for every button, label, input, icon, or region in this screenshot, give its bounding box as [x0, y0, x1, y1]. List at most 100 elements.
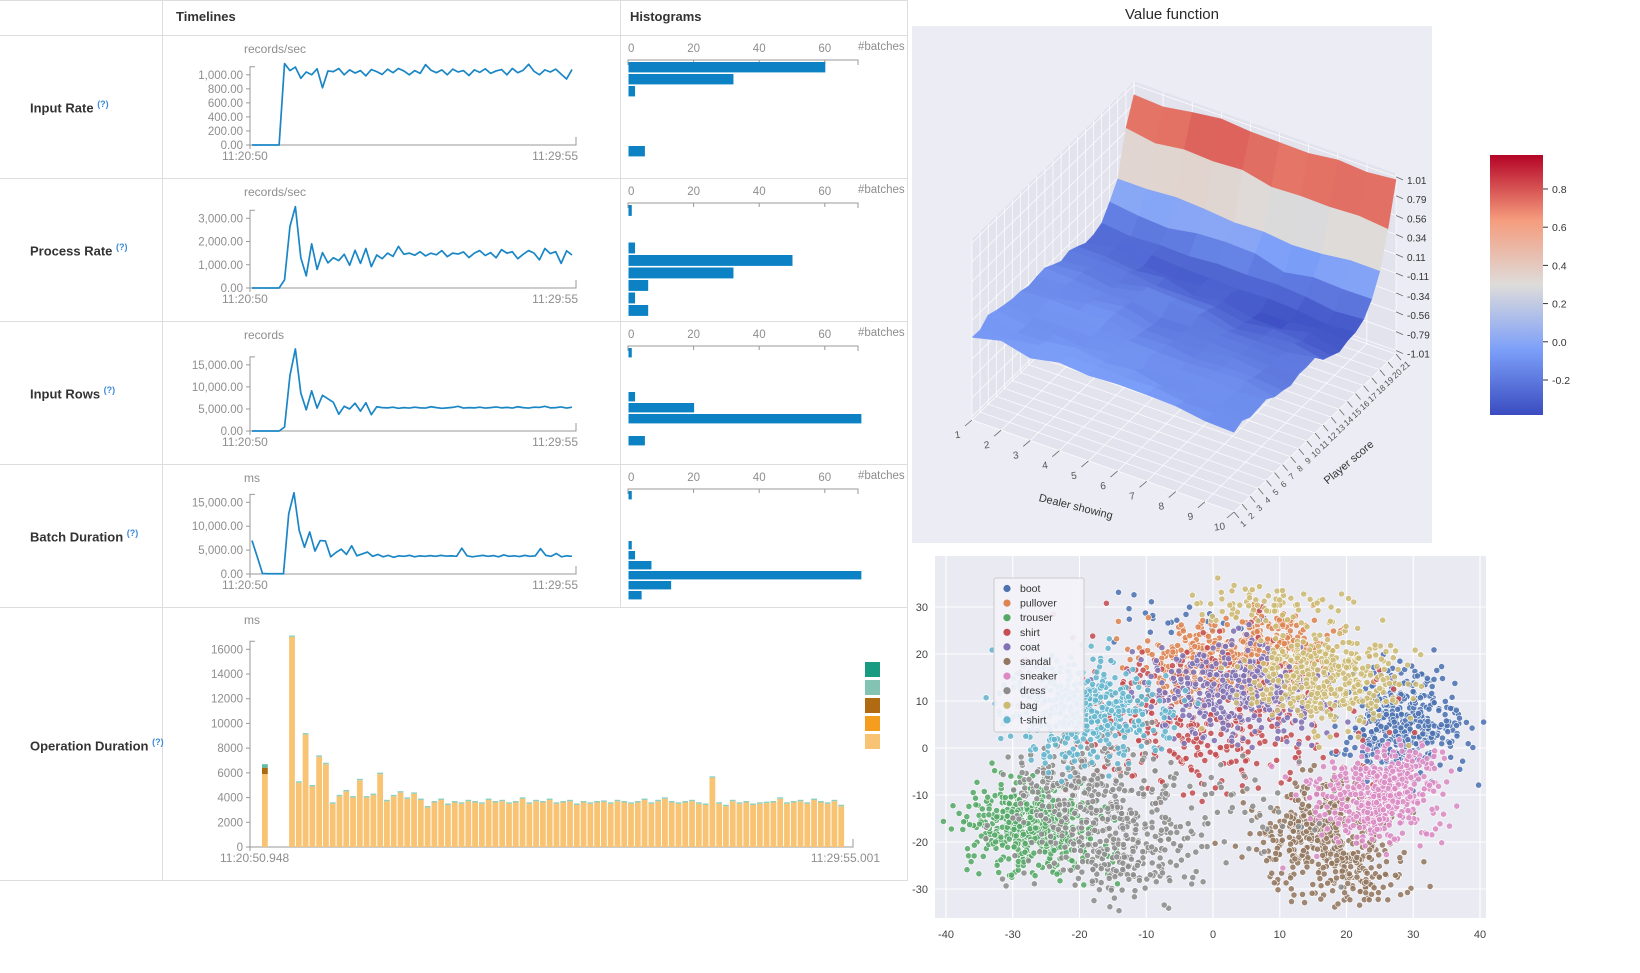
histograms-header: Histograms [630, 9, 702, 24]
surface-mesh [971, 94, 1397, 433]
svg-text:9: 9 [1303, 455, 1313, 466]
batches-label: #batches [858, 41, 905, 53]
svg-text:5: 5 [1270, 487, 1280, 498]
input-rows-timeline-chart: 0.00 5,000.00 10,000.00 15,000.00 [192, 348, 577, 438]
svg-text:20: 20 [916, 649, 928, 661]
tsne-scatter-plot: -40 -30 -20 -10 0 10 20 30 40 30 20 10 0 -10 -20 -30 boo… [912, 556, 1487, 941]
unit-label: ms [244, 471, 260, 485]
svg-text:6: 6 [1279, 479, 1289, 490]
help-icon-operation-duration[interactable]: (?) [152, 737, 164, 747]
svg-text:15,000.00: 15,000.00 [192, 360, 243, 372]
svg-text:7: 7 [1129, 491, 1136, 503]
svg-text:3: 3 [1254, 502, 1264, 513]
table-border [907, 0, 908, 881]
svg-text:0.8: 0.8 [1552, 184, 1567, 196]
svg-text:20: 20 [687, 329, 700, 341]
svg-text:0.0: 0.0 [1552, 337, 1567, 349]
svg-text:40: 40 [753, 472, 766, 484]
svg-text:10: 10 [916, 696, 928, 708]
svg-text:-10: -10 [912, 790, 928, 802]
operation-duration-legend [865, 662, 880, 749]
svg-text:-0.2: -0.2 [1552, 375, 1570, 387]
process-rate-timeline-chart: 0.00 1,000.00 2,000.00 3,000.00 [198, 205, 577, 295]
batches-label: #batches [858, 184, 905, 196]
help-icon-input-rate[interactable]: (?) [97, 99, 109, 109]
svg-text:1,000.00: 1,000.00 [198, 260, 243, 272]
batch-duration-histogram-chart: 0 20 40 60 [627, 472, 862, 600]
unit-label: records/sec [244, 42, 307, 56]
svg-text:5,000.00: 5,000.00 [198, 404, 243, 416]
svg-text:0: 0 [628, 472, 634, 484]
svg-text:30: 30 [1407, 929, 1419, 941]
svg-text:0.00: 0.00 [221, 283, 243, 295]
row-label-batch-duration: Batch Duration (?) [30, 528, 139, 545]
svg-text:40: 40 [1474, 929, 1486, 941]
svg-text:0.34: 0.34 [1407, 233, 1427, 244]
row-label-input-rate: Input Rate (?) [30, 99, 109, 116]
svg-text:4: 4 [1041, 460, 1048, 472]
svg-text:15,000.00: 15,000.00 [192, 497, 243, 509]
help-icon-batch-duration[interactable]: (?) [126, 528, 139, 538]
svg-text:5,000.00: 5,000.00 [198, 545, 243, 557]
svg-text:14000: 14000 [211, 669, 243, 681]
svg-text:60: 60 [818, 43, 831, 55]
svg-text:1: 1 [954, 430, 961, 442]
help-icon-input-rows[interactable]: (?) [103, 385, 116, 395]
svg-text:7: 7 [1287, 471, 1297, 482]
svg-text:3: 3 [1012, 450, 1019, 462]
time-end-label: 11:29:55 [532, 149, 578, 163]
time-start-label: 11:20:50 [222, 578, 268, 592]
svg-text:1: 1 [1238, 518, 1248, 529]
svg-text:0.00: 0.00 [221, 569, 243, 581]
svg-text:-0.34: -0.34 [1407, 292, 1430, 303]
svg-text:20: 20 [687, 43, 700, 55]
time-start-label: 11:20:50 [222, 149, 268, 163]
svg-text:1.01: 1.01 [1407, 176, 1427, 187]
svg-text:-10: -10 [1138, 929, 1154, 941]
timelines-header: Timelines [176, 9, 236, 24]
svg-text:0: 0 [1210, 929, 1216, 941]
input-rate-timeline-chart: 0.00 200.00 400.00 600.00 800.00 1,000.00 [198, 62, 577, 152]
svg-text:-30: -30 [912, 884, 928, 896]
svg-text:-0.79: -0.79 [1407, 331, 1430, 342]
svg-text:16000: 16000 [211, 644, 243, 656]
table-border [0, 880, 908, 881]
svg-text:400.00: 400.00 [208, 112, 243, 124]
svg-text:800.00: 800.00 [208, 84, 243, 96]
surface-plot-title: Value function [1125, 6, 1219, 23]
svg-text:0: 0 [628, 43, 634, 55]
batches-label: #batches [858, 470, 905, 482]
svg-text:20: 20 [1340, 929, 1352, 941]
time-end-label: 11:29:55 [532, 292, 578, 306]
svg-text:4: 4 [1262, 494, 1272, 505]
row-label-process-rate: Process Rate (?) [30, 242, 128, 259]
svg-text:10,000.00: 10,000.00 [192, 382, 243, 394]
row-label-input-rows: Input Rows (?) [30, 385, 116, 402]
svg-text:-40: -40 [938, 929, 954, 941]
table-border [0, 178, 908, 179]
svg-text:8: 8 [1158, 501, 1165, 513]
svg-text:60: 60 [818, 329, 831, 341]
help-icon-process-rate[interactable]: (?) [116, 242, 128, 252]
time-end-label: 11:29:55.001 [810, 851, 880, 865]
svg-text:2000: 2000 [217, 817, 243, 829]
svg-text:60: 60 [818, 472, 831, 484]
svg-text:9: 9 [1187, 511, 1194, 523]
svg-text:6: 6 [1100, 481, 1107, 493]
batches-label: #batches [858, 327, 905, 339]
svg-text:30: 30 [916, 602, 928, 614]
svg-text:6000: 6000 [217, 768, 243, 780]
svg-text:40: 40 [753, 186, 766, 198]
unit-label: ms [244, 613, 260, 627]
svg-text:1,000.00: 1,000.00 [198, 70, 243, 82]
svg-text:20: 20 [687, 186, 700, 198]
svg-text:2: 2 [983, 440, 990, 452]
svg-text:2,000.00: 2,000.00 [198, 237, 243, 249]
svg-text:0.79: 0.79 [1407, 195, 1427, 206]
svg-text:40: 40 [753, 43, 766, 55]
svg-text:8: 8 [1295, 463, 1305, 474]
svg-text:600.00: 600.00 [208, 98, 243, 110]
svg-text:0: 0 [922, 743, 928, 755]
